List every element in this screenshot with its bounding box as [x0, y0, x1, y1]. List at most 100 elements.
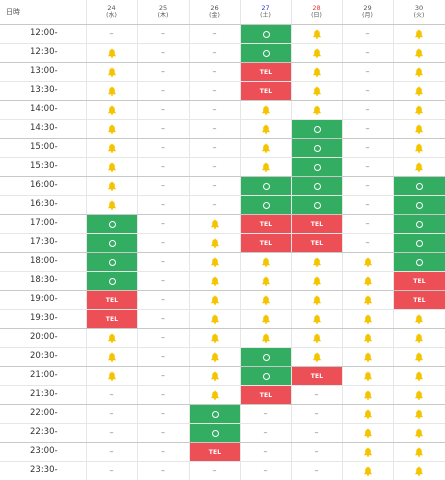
few-left-slot[interactable] — [393, 404, 445, 423]
available-slot[interactable] — [394, 234, 445, 252]
few-left-slot[interactable] — [393, 385, 445, 404]
tel-slot[interactable]: TEL — [241, 215, 291, 233]
available-slot[interactable] — [87, 253, 137, 271]
tel-slot[interactable]: TEL — [394, 291, 445, 309]
few-left-slot[interactable] — [393, 43, 445, 62]
few-left-slot[interactable] — [240, 119, 291, 138]
tel-slot[interactable]: TEL — [292, 215, 342, 233]
few-left-slot[interactable] — [86, 347, 137, 366]
few-left-slot[interactable] — [342, 461, 393, 480]
few-left-slot[interactable] — [240, 290, 291, 309]
available-slot[interactable] — [241, 25, 291, 43]
available-slot[interactable] — [394, 177, 445, 195]
few-left-slot[interactable] — [240, 309, 291, 328]
tel-slot[interactable]: TEL — [87, 291, 137, 309]
few-left-slot[interactable] — [291, 24, 342, 43]
few-left-slot[interactable] — [342, 290, 393, 309]
tel-slot[interactable]: TEL — [87, 310, 137, 328]
few-left-slot[interactable] — [189, 233, 240, 252]
few-left-slot[interactable] — [189, 328, 240, 347]
tel-slot[interactable]: TEL — [190, 443, 240, 461]
few-left-slot[interactable] — [393, 119, 445, 138]
few-left-slot[interactable] — [189, 347, 240, 366]
few-left-slot[interactable] — [291, 81, 342, 100]
few-left-slot[interactable] — [189, 271, 240, 290]
available-slot[interactable] — [394, 215, 445, 233]
few-left-slot[interactable] — [86, 157, 137, 176]
few-left-slot[interactable] — [393, 81, 445, 100]
few-left-slot[interactable] — [86, 62, 137, 81]
few-left-slot[interactable] — [393, 461, 445, 480]
available-slot[interactable] — [241, 348, 291, 366]
tel-slot[interactable]: TEL — [292, 367, 342, 385]
few-left-slot[interactable] — [291, 62, 342, 81]
few-left-slot[interactable] — [240, 157, 291, 176]
few-left-slot[interactable] — [86, 195, 137, 214]
few-left-slot[interactable] — [393, 157, 445, 176]
few-left-slot[interactable] — [240, 271, 291, 290]
available-slot[interactable] — [241, 44, 291, 62]
few-left-slot[interactable] — [291, 309, 342, 328]
available-slot[interactable] — [292, 120, 342, 138]
available-slot[interactable] — [292, 158, 342, 176]
few-left-slot[interactable] — [240, 252, 291, 271]
available-slot[interactable] — [394, 253, 445, 271]
few-left-slot[interactable] — [342, 442, 393, 461]
few-left-slot[interactable] — [240, 138, 291, 157]
available-slot[interactable] — [241, 367, 291, 385]
few-left-slot[interactable] — [342, 366, 393, 385]
few-left-slot[interactable] — [291, 100, 342, 119]
available-slot[interactable] — [190, 405, 240, 423]
few-left-slot[interactable] — [342, 385, 393, 404]
few-left-slot[interactable] — [189, 290, 240, 309]
few-left-slot[interactable] — [291, 252, 342, 271]
available-slot[interactable] — [87, 215, 137, 233]
few-left-slot[interactable] — [393, 442, 445, 461]
few-left-slot[interactable] — [189, 366, 240, 385]
tel-slot[interactable]: TEL — [241, 63, 291, 81]
available-slot[interactable] — [87, 234, 137, 252]
few-left-slot[interactable] — [86, 81, 137, 100]
few-left-slot[interactable] — [393, 328, 445, 347]
few-left-slot[interactable] — [189, 385, 240, 404]
available-slot[interactable] — [87, 272, 137, 290]
few-left-slot[interactable] — [86, 100, 137, 119]
tel-slot[interactable]: TEL — [394, 272, 445, 290]
few-left-slot[interactable] — [189, 252, 240, 271]
few-left-slot[interactable] — [86, 366, 137, 385]
few-left-slot[interactable] — [342, 271, 393, 290]
few-left-slot[interactable] — [240, 328, 291, 347]
few-left-slot[interactable] — [86, 176, 137, 195]
few-left-slot[interactable] — [342, 423, 393, 442]
few-left-slot[interactable] — [342, 328, 393, 347]
available-slot[interactable] — [241, 196, 291, 214]
few-left-slot[interactable] — [393, 100, 445, 119]
tel-slot[interactable]: TEL — [292, 234, 342, 252]
available-slot[interactable] — [292, 139, 342, 157]
few-left-slot[interactable] — [291, 271, 342, 290]
few-left-slot[interactable] — [189, 214, 240, 233]
few-left-slot[interactable] — [86, 119, 137, 138]
few-left-slot[interactable] — [393, 309, 445, 328]
few-left-slot[interactable] — [393, 423, 445, 442]
few-left-slot[interactable] — [291, 347, 342, 366]
few-left-slot[interactable] — [86, 43, 137, 62]
few-left-slot[interactable] — [291, 290, 342, 309]
few-left-slot[interactable] — [240, 100, 291, 119]
few-left-slot[interactable] — [342, 347, 393, 366]
tel-slot[interactable]: TEL — [241, 386, 291, 404]
few-left-slot[interactable] — [342, 252, 393, 271]
few-left-slot[interactable] — [393, 366, 445, 385]
few-left-slot[interactable] — [291, 43, 342, 62]
few-left-slot[interactable] — [342, 309, 393, 328]
few-left-slot[interactable] — [342, 404, 393, 423]
few-left-slot[interactable] — [86, 138, 137, 157]
available-slot[interactable] — [241, 177, 291, 195]
few-left-slot[interactable] — [393, 138, 445, 157]
tel-slot[interactable]: TEL — [241, 234, 291, 252]
few-left-slot[interactable] — [189, 309, 240, 328]
available-slot[interactable] — [292, 196, 342, 214]
available-slot[interactable] — [394, 196, 445, 214]
tel-slot[interactable]: TEL — [241, 82, 291, 100]
few-left-slot[interactable] — [86, 328, 137, 347]
